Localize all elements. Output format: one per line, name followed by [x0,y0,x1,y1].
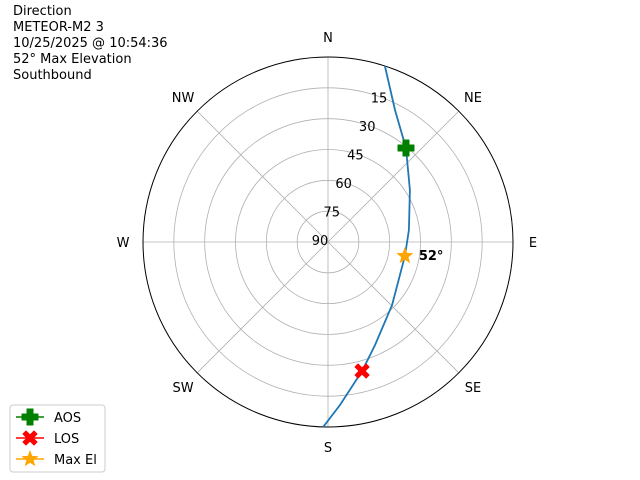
legend-marker-los [22,430,38,446]
direction-label-ne: NE [464,91,482,106]
marker-max-el [396,247,414,264]
direction-label-n: N [323,31,333,46]
radial-tick-label: 15 [371,92,388,107]
legend-label: LOS [54,432,79,447]
marker-los [354,363,370,379]
info-datetime: 10/25/2025 @ 10:54:36 [13,36,168,51]
info-direction: Southbound [13,68,92,83]
radial-tick-label: 60 [335,177,352,192]
info-max-elevation: 52° Max Elevation [13,52,132,67]
legend-label: Max El [54,453,97,468]
legend-label: AOS [54,411,81,426]
direction-label-s: S [324,441,332,456]
info-title: Direction [13,4,72,19]
direction-label-sw: SW [172,381,193,396]
radial-tick-label: 30 [359,120,376,135]
outer-ring [142,56,514,428]
info-satellite: METEOR-M2 3 [13,20,104,35]
grid-spoke [196,241,329,374]
grid-spoke [196,110,329,243]
direction-label-se: SE [465,381,481,396]
legend-marker-max-el [21,450,39,467]
max-elevation-annotation: 52° [419,249,444,264]
grid-spoke [327,241,460,374]
radial-tick-label: 45 [347,149,364,164]
direction-label-w: W [117,236,130,251]
radial-tick-label: 75 [324,206,341,221]
legend-marker-aos [21,408,39,426]
marker-aos [397,139,415,157]
direction-label-e: E [529,236,537,251]
direction-label-nw: NW [172,91,195,106]
pass-info: Direction METEOR-M2 3 10/25/2025 @ 10:54… [13,4,168,84]
legend-box [9,404,106,473]
grid-spoke [327,110,460,243]
radial-tick-label: 90 [312,234,329,249]
